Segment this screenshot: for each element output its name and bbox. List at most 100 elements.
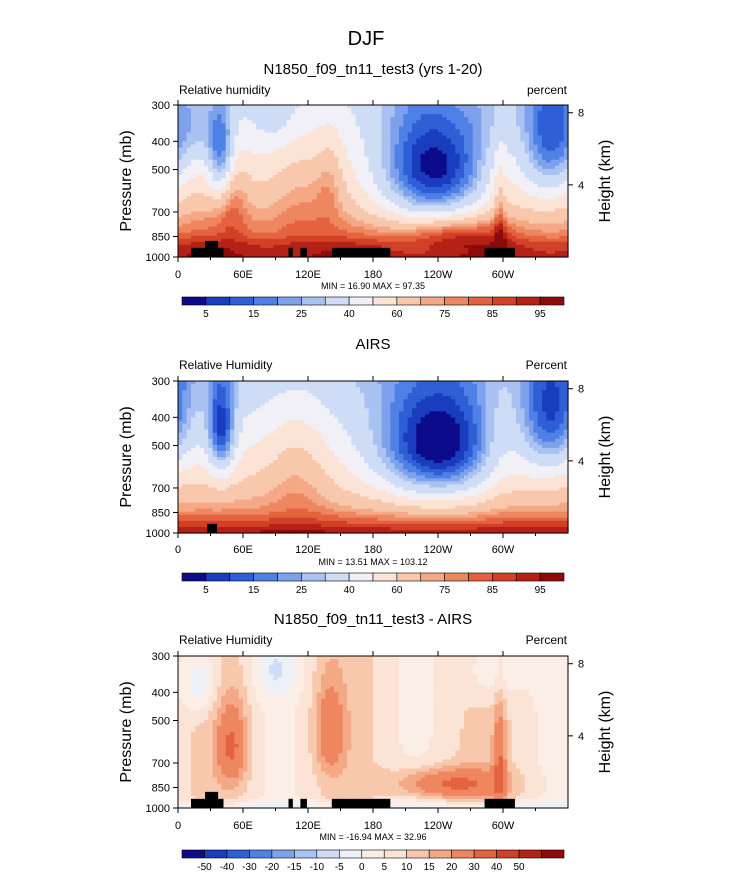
heatmap-cell	[347, 111, 352, 115]
heatmap-cell	[507, 199, 513, 203]
heatmap-cell	[516, 177, 521, 182]
heatmap-cell	[386, 165, 391, 170]
heatmap-cell	[299, 114, 305, 118]
heatmap-cell	[550, 226, 556, 231]
heatmap-cell	[477, 132, 482, 136]
heatmap-cell	[455, 241, 461, 246]
heatmap-cell	[459, 226, 465, 231]
heatmap-cell	[451, 135, 456, 140]
heatmap-cell	[282, 126, 287, 130]
heatmap-cell	[238, 168, 244, 173]
heatmap-cell	[429, 253, 435, 258]
heatmap-cell	[338, 144, 344, 149]
heatmap-cell	[550, 162, 556, 167]
heatmap-cell	[260, 187, 266, 191]
heatmap-cell	[503, 202, 508, 206]
heatmap-cell	[394, 217, 400, 222]
heatmap-cell	[286, 126, 292, 130]
heatmap-cell	[472, 199, 478, 203]
heatmap-cell	[399, 253, 404, 258]
heatmap-cell	[243, 156, 248, 161]
heatmap-cell	[546, 108, 552, 112]
heatmap-cell	[316, 232, 322, 237]
heatmap-cell	[529, 244, 534, 249]
heatmap-cell	[182, 193, 188, 197]
heatmap-cell	[403, 193, 409, 197]
heatmap-cell	[286, 241, 292, 246]
heatmap-cell	[429, 162, 435, 167]
heatmap-cell	[212, 235, 218, 240]
heatmap-cell	[420, 141, 426, 146]
heatmap-cell	[178, 229, 183, 234]
heatmap-cell	[477, 223, 482, 228]
heatmap-cell	[212, 232, 218, 237]
heatmap-cell	[464, 108, 469, 112]
heatmap-cell	[394, 244, 400, 249]
heatmap-cell	[251, 141, 257, 146]
heatmap-cell	[290, 168, 296, 173]
heatmap-cell	[455, 159, 461, 164]
heatmap-cell	[334, 214, 339, 219]
heatmap-cell	[451, 214, 456, 219]
heatmap-cell	[282, 193, 287, 197]
heatmap-cell	[251, 147, 257, 152]
heatmap-cell	[546, 159, 552, 164]
heatmap-cell	[481, 238, 487, 243]
heatmap-cell	[377, 223, 383, 228]
heatmap-cell	[325, 156, 331, 161]
heatmap-cell	[338, 217, 344, 222]
heatmap-cell	[182, 135, 188, 140]
heatmap-cell	[420, 205, 426, 209]
heatmap-cell	[403, 141, 409, 146]
heatmap-cell	[546, 190, 552, 194]
heatmap-cell	[303, 147, 309, 152]
heatmap-cell	[308, 105, 313, 109]
heatmap-cell	[433, 138, 439, 143]
heatmap-cell	[381, 108, 387, 112]
heatmap-cell	[273, 120, 279, 124]
heatmap-cell	[377, 135, 383, 140]
heatmap-cell	[290, 226, 296, 231]
heatmap-cell	[299, 244, 305, 249]
heatmap-cell	[416, 226, 422, 231]
heatmap-cell	[537, 250, 543, 255]
heatmap-cell	[269, 138, 274, 143]
heatmap-cell	[377, 153, 383, 158]
heatmap-cell	[529, 229, 534, 234]
heatmap-cell	[325, 159, 331, 164]
heatmap-cell	[308, 238, 313, 243]
heatmap-cell	[178, 211, 183, 216]
heatmap-cell	[295, 223, 300, 228]
heatmap-cell	[386, 174, 391, 179]
heatmap-cell	[264, 208, 270, 212]
heatmap-cell	[325, 126, 331, 130]
heatmap-cell	[394, 138, 400, 143]
heatmap-cell	[511, 144, 517, 149]
heatmap-cell	[498, 123, 504, 127]
heatmap-cell	[381, 220, 387, 225]
heatmap-cell	[503, 114, 508, 118]
heatmap-cell	[178, 171, 183, 176]
heatmap-cell	[230, 147, 235, 152]
heatmap-cell	[407, 126, 413, 130]
heatmap-cell	[364, 190, 370, 194]
heatmap-cell	[498, 114, 504, 118]
heatmap-cell	[459, 238, 465, 243]
heatmap-cell	[494, 241, 500, 246]
heatmap-cell	[303, 226, 309, 231]
heatmap-cell	[420, 202, 426, 206]
heatmap-cell	[277, 214, 283, 219]
heatmap-cell	[204, 223, 209, 228]
heatmap-cell	[282, 132, 287, 136]
heatmap-cell	[217, 232, 222, 237]
heatmap-cell	[351, 226, 357, 231]
heatmap-cell	[264, 232, 270, 237]
heatmap-cell	[308, 247, 313, 252]
heatmap-cell	[498, 244, 504, 249]
heatmap-cell	[464, 211, 469, 216]
heatmap-cell	[386, 211, 391, 216]
heatmap-cell	[308, 132, 313, 136]
heatmap-cell	[438, 238, 443, 243]
heatmap-cell	[264, 117, 270, 121]
heatmap-cell	[373, 238, 378, 243]
